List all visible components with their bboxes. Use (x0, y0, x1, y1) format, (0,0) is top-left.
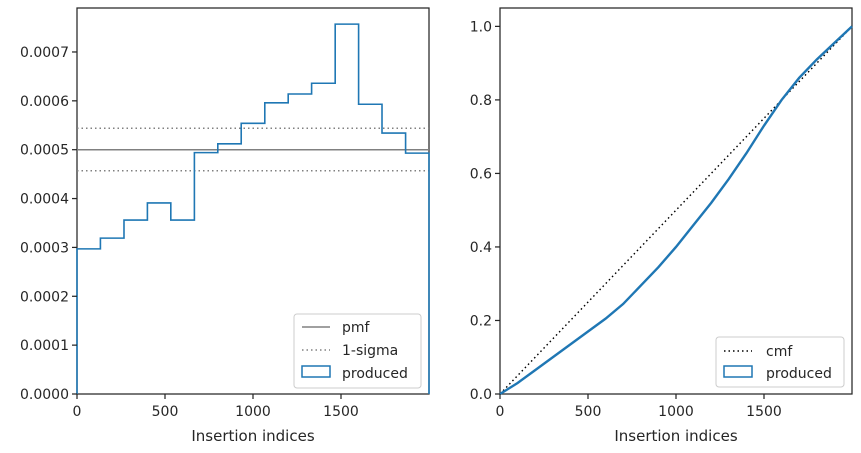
x-tick-label: 500 (152, 404, 179, 420)
legend-box (715, 336, 845, 388)
x-axis-ticks: 0 500 1000 1500 (496, 394, 782, 420)
histogram-series (76, 23, 430, 394)
y-tick-label: 0.0003 (20, 240, 69, 256)
legend-produced-label: produced (342, 366, 408, 382)
y-tick-label: 0.4 (470, 240, 492, 256)
legend-box (293, 313, 422, 389)
legend-produced-swatch (301, 365, 331, 378)
y-tick-label: 0.0006 (20, 94, 69, 110)
legend-produced-swatch (723, 365, 753, 378)
x-axis-label-right: Insertion indices (614, 427, 737, 445)
histogram-panel: 0 500 1000 1500 0.00000.00010.00020.00030.0… (20, 7, 430, 445)
x-tick-label: 0 (496, 404, 505, 420)
legend-pmf-label: pmf (342, 320, 371, 336)
legend-right: cmf produced (715, 336, 845, 388)
y-tick-label: 0.2 (470, 313, 492, 329)
legend-left: pmf 1-sigma produced (293, 313, 422, 389)
y-tick-label: 0.6 (470, 166, 492, 182)
y-tick-label: 0.0005 (20, 143, 69, 159)
x-tick-label: 500 (575, 404, 602, 420)
produced-line (499, 25, 853, 396)
cumulative-panel: 0 500 1000 1500 0.0 0.2 0.4 0.6 0.8 1.0 Insertio… (470, 7, 853, 445)
x-tick-label: 1500 (746, 404, 782, 420)
y-tick-label: 0.8 (470, 93, 492, 109)
legend-sigma-label: 1-sigma (342, 343, 398, 359)
y-tick-label: 0.0001 (20, 338, 69, 354)
x-axis-label-left: Insertion indices (191, 427, 314, 445)
x-tick-label: 1000 (658, 404, 694, 420)
legend-cmf-label: cmf (766, 344, 793, 360)
legend-produced-label: produced (766, 366, 832, 382)
y-tick-label: 0.0002 (20, 289, 69, 305)
plot-area-right (499, 7, 853, 395)
cumulative-series (499, 25, 853, 396)
produced-histogram (76, 23, 430, 394)
x-axis-ticks: 0 500 1000 1500 (73, 394, 359, 420)
reference-lines (77, 127, 429, 172)
y-tick-label: 0.0000 (20, 387, 69, 403)
cmf-line (499, 25, 853, 395)
y-tick-label: 0.0 (470, 387, 492, 403)
y-axis-ticks: 0.0000 0.0001 0.0002 0.0003 0.0004 0.0005 0.00… (20, 45, 77, 403)
y-tick-label: 0.0007 (20, 45, 69, 61)
y-axis-ticks: 0.0 0.2 0.4 0.6 0.8 1.0 (470, 19, 500, 403)
x-tick-label: 1500 (323, 404, 359, 420)
y-tick-label: 1.0 (470, 19, 492, 35)
x-tick-label: 1000 (235, 404, 271, 420)
x-tick-label: 0 (73, 404, 82, 420)
y-tick-label: 0.0004 (20, 192, 69, 208)
